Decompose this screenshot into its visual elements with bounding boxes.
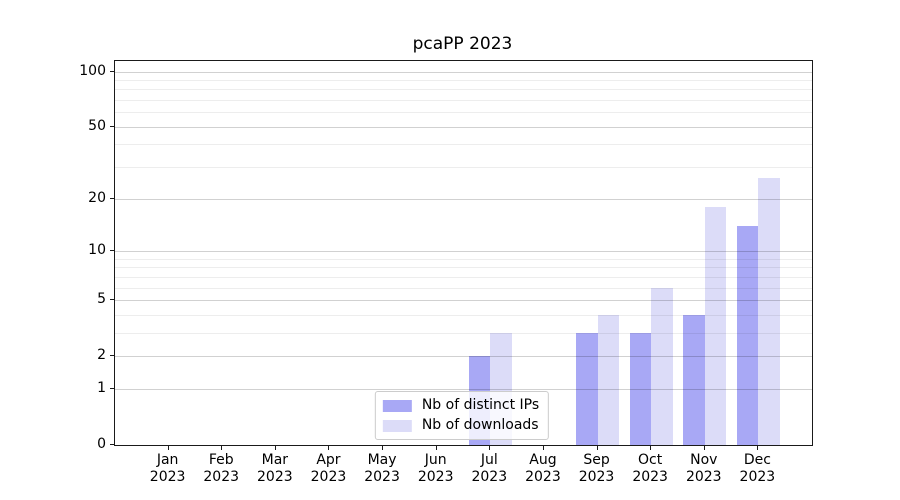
gridline-y20	[115, 198, 812, 200]
y-tick-label-0: 0	[97, 436, 106, 452]
y-tick-label-1: 1	[97, 379, 106, 396]
x-tick-label-jun: Jun 2023	[417, 452, 454, 485]
bar-nov-downloads	[704, 206, 727, 445]
x-tick-mark	[274, 446, 276, 450]
gridline-y9	[115, 258, 812, 260]
gridline-y70	[115, 100, 812, 102]
gridline-y5	[115, 299, 812, 301]
x-tick-label-jan: Jan 2023	[149, 452, 186, 485]
bar-dec-distinct-ips	[736, 225, 759, 445]
legend-item-distinct-ips: Nb of distinct IPs	[382, 397, 540, 413]
y-tick-label-100: 100	[79, 62, 106, 79]
x-tick-label-oct: Oct 2023	[632, 452, 668, 485]
y-tick-mark	[110, 125, 114, 127]
x-tick-mark	[650, 446, 652, 450]
x-tick-mark	[703, 446, 705, 450]
gridline-y8	[115, 267, 812, 269]
downloads-swatch-icon	[382, 419, 412, 432]
x-tick-mark	[757, 446, 759, 450]
bar-sep-downloads	[597, 314, 619, 445]
x-tick-mark	[435, 446, 437, 450]
x-tick-mark	[596, 446, 598, 450]
legend-label: Nb of downloads	[421, 417, 539, 433]
x-tick-mark	[221, 446, 223, 450]
y-tick-label-10: 10	[88, 241, 106, 258]
x-tick-label-apr: Apr 2023	[310, 452, 347, 485]
x-tick-mark	[167, 446, 169, 450]
x-tick-mark	[542, 446, 544, 450]
y-tick-mark	[110, 197, 114, 199]
y-tick-mark	[110, 444, 114, 445]
gridline-y7	[115, 276, 812, 278]
y-tick-mark	[110, 355, 114, 357]
gridline-y3	[115, 332, 812, 334]
bar-nov-distinct-ips	[683, 314, 705, 445]
bar-dec-downloads	[758, 178, 780, 445]
legend-label: Nb of distinct IPs	[421, 397, 540, 413]
y-tick-mark	[110, 249, 114, 251]
gridline-y30	[115, 167, 812, 169]
y-tick-label-2: 2	[97, 347, 106, 364]
y-tick-label-5: 5	[97, 290, 106, 307]
x-tick-mark	[382, 446, 384, 450]
x-tick-mark	[489, 446, 491, 450]
x-tick-label-sep: Sep 2023	[578, 452, 615, 485]
gridline-y6	[115, 287, 812, 289]
gridline-y60	[115, 112, 812, 114]
x-tick-label-may: May 2023	[364, 452, 400, 485]
gridline-y40	[115, 144, 812, 146]
distinct-ips-swatch-icon	[382, 399, 412, 412]
gridline-y90	[115, 79, 812, 81]
legend: Nb of distinct IPs Nb of downloads	[374, 391, 550, 440]
x-tick-label-nov: Nov 2023	[685, 452, 722, 485]
plot-area	[114, 60, 813, 446]
y-tick-label-20: 20	[88, 189, 106, 206]
y-tick-mark	[110, 387, 114, 389]
x-tick-label-mar: Mar 2023	[257, 452, 293, 485]
y-tick-mark	[110, 298, 114, 300]
gridline-y2	[115, 356, 812, 358]
x-tick-label-aug: Aug 2023	[525, 452, 561, 485]
gridline-y10	[115, 250, 812, 252]
gridline-y50	[115, 126, 812, 128]
bar-oct-distinct-ips	[629, 332, 652, 445]
gridline-y100	[115, 71, 812, 73]
x-tick-label-feb: Feb 2023	[203, 452, 240, 485]
bar-oct-downloads	[651, 287, 673, 445]
x-tick-mark	[328, 446, 330, 450]
x-tick-label-jul: Jul 2023	[471, 452, 508, 485]
y-tick-label-50: 50	[88, 117, 106, 134]
gridline-y1	[115, 388, 812, 390]
x-tick-label-dec: Dec 2023	[739, 452, 776, 485]
legend-item-downloads: Nb of downloads	[382, 417, 539, 433]
gridline-y4	[115, 314, 812, 316]
y-tick-mark	[110, 70, 114, 72]
gridline-y80	[115, 89, 812, 91]
chart-title: pcaPP 2023	[412, 34, 513, 54]
bar-sep-distinct-ips	[576, 332, 598, 445]
